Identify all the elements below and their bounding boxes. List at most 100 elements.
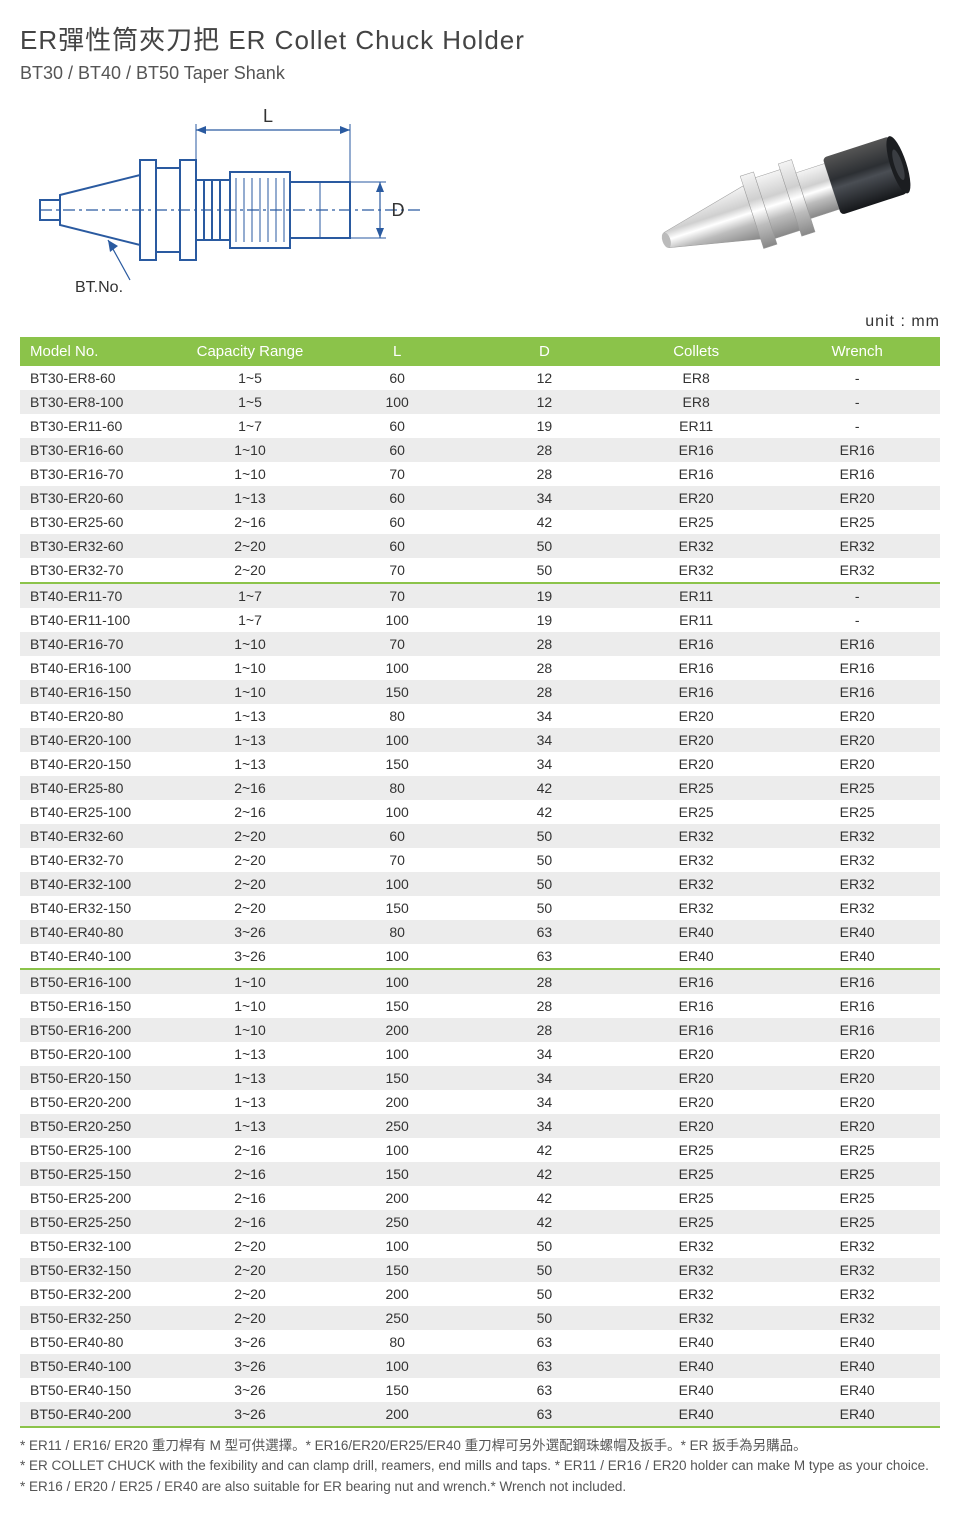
table-cell: BT50-ER40-150 [20, 1378, 176, 1402]
table-cell: ER16 [618, 656, 774, 680]
table-cell: 50 [471, 872, 618, 896]
table-cell: BT40-ER11-100 [20, 608, 176, 632]
footnote-line: * ER COLLET CHUCK with the fexibility an… [20, 1456, 940, 1476]
table-cell: ER40 [774, 1402, 940, 1427]
table-cell: 12 [471, 390, 618, 414]
table-cell: ER25 [618, 1138, 774, 1162]
table-cell: ER20 [774, 1066, 940, 1090]
table-cell: ER20 [618, 728, 774, 752]
table-cell: 3~26 [176, 1354, 323, 1378]
table-cell: 1~7 [176, 583, 323, 608]
table-row: BT40-ER20-1501~1315034ER20ER20 [20, 752, 940, 776]
table-cell: BT50-ER40-80 [20, 1330, 176, 1354]
table-cell: BT50-ER32-100 [20, 1234, 176, 1258]
table-cell: 50 [471, 896, 618, 920]
table-cell: 100 [324, 1354, 471, 1378]
table-cell: 2~16 [176, 510, 323, 534]
table-cell: 1~5 [176, 366, 323, 390]
table-cell: ER16 [618, 994, 774, 1018]
table-cell: ER20 [774, 704, 940, 728]
table-row: BT30-ER16-601~106028ER16ER16 [20, 438, 940, 462]
table-cell: ER32 [618, 824, 774, 848]
table-cell: ER16 [618, 632, 774, 656]
table-cell: 12 [471, 366, 618, 390]
table-cell: 100 [324, 872, 471, 896]
table-cell: BT40-ER32-60 [20, 824, 176, 848]
table-row: BT40-ER25-1002~1610042ER25ER25 [20, 800, 940, 824]
table-row: BT40-ER16-701~107028ER16ER16 [20, 632, 940, 656]
table-cell: BT40-ER16-70 [20, 632, 176, 656]
table-cell: ER40 [618, 1378, 774, 1402]
table-cell: ER20 [618, 1066, 774, 1090]
table-cell: 42 [471, 1138, 618, 1162]
table-cell: ER20 [774, 728, 940, 752]
table-cell: ER8 [618, 390, 774, 414]
table-header-cell: Wrench [774, 337, 940, 366]
table-cell: BT50-ER16-200 [20, 1018, 176, 1042]
footnote-line: * ER16 / ER20 / ER25 / ER40 are also sui… [20, 1477, 940, 1497]
table-cell: 3~26 [176, 944, 323, 969]
table-cell: 70 [324, 462, 471, 486]
table-cell: - [774, 390, 940, 414]
table-cell: BT40-ER40-80 [20, 920, 176, 944]
table-cell: 1~13 [176, 1066, 323, 1090]
table-cell: ER40 [618, 944, 774, 969]
table-row: BT50-ER25-2002~1620042ER25ER25 [20, 1186, 940, 1210]
table-cell: 3~26 [176, 1402, 323, 1427]
table-cell: BT40-ER16-100 [20, 656, 176, 680]
table-cell: 1~10 [176, 632, 323, 656]
table-cell: - [774, 414, 940, 438]
table-cell: 34 [471, 1042, 618, 1066]
table-row: BT40-ER20-1001~1310034ER20ER20 [20, 728, 940, 752]
table-cell: 28 [471, 462, 618, 486]
table-cell: 150 [324, 752, 471, 776]
table-cell: ER40 [774, 944, 940, 969]
table-cell: ER20 [774, 752, 940, 776]
table-cell: BT50-ER32-250 [20, 1306, 176, 1330]
table-cell: BT30-ER32-70 [20, 558, 176, 583]
table-cell: ER20 [618, 752, 774, 776]
table-cell: 3~26 [176, 1378, 323, 1402]
table-cell: 42 [471, 1210, 618, 1234]
table-cell: ER20 [774, 1114, 940, 1138]
table-cell: 100 [324, 944, 471, 969]
table-cell: 63 [471, 1354, 618, 1378]
table-cell: 34 [471, 1066, 618, 1090]
table-cell: 70 [324, 583, 471, 608]
table-row: BT50-ER20-2001~1320034ER20ER20 [20, 1090, 940, 1114]
bt-no-label: BT.No. [75, 279, 123, 296]
table-cell: BT50-ER16-100 [20, 969, 176, 994]
table-cell: ER32 [618, 872, 774, 896]
table-cell: ER25 [774, 1138, 940, 1162]
table-cell: ER25 [774, 1186, 940, 1210]
table-cell: BT50-ER20-100 [20, 1042, 176, 1066]
table-cell: BT30-ER32-60 [20, 534, 176, 558]
table-cell: 2~20 [176, 534, 323, 558]
dim-d-label: D [392, 200, 405, 220]
table-header-row: Model No.Capacity RangeLDColletsWrench [20, 337, 940, 366]
table-row: BT50-ER25-1002~1610042ER25ER25 [20, 1138, 940, 1162]
table-cell: 63 [471, 920, 618, 944]
table-cell: 2~20 [176, 1282, 323, 1306]
table-cell: BT40-ER25-100 [20, 800, 176, 824]
table-header-cell: D [471, 337, 618, 366]
table-cell: ER32 [774, 896, 940, 920]
table-header-cell: Collets [618, 337, 774, 366]
table-cell: ER25 [618, 1162, 774, 1186]
table-cell: ER25 [774, 800, 940, 824]
table-cell: 28 [471, 680, 618, 704]
table-cell: BT50-ER25-100 [20, 1138, 176, 1162]
table-cell: 70 [324, 558, 471, 583]
table-cell: ER25 [774, 1210, 940, 1234]
table-cell: 1~13 [176, 728, 323, 752]
table-cell: ER11 [618, 583, 774, 608]
table-cell: BT40-ER20-80 [20, 704, 176, 728]
table-cell: ER32 [618, 1258, 774, 1282]
table-cell: ER16 [618, 462, 774, 486]
table-cell: 50 [471, 1306, 618, 1330]
table-cell: ER32 [618, 1282, 774, 1306]
table-row: BT50-ER40-1503~2615063ER40ER40 [20, 1378, 940, 1402]
table-cell: 60 [324, 438, 471, 462]
table-cell: 28 [471, 1018, 618, 1042]
table-cell: 250 [324, 1210, 471, 1234]
